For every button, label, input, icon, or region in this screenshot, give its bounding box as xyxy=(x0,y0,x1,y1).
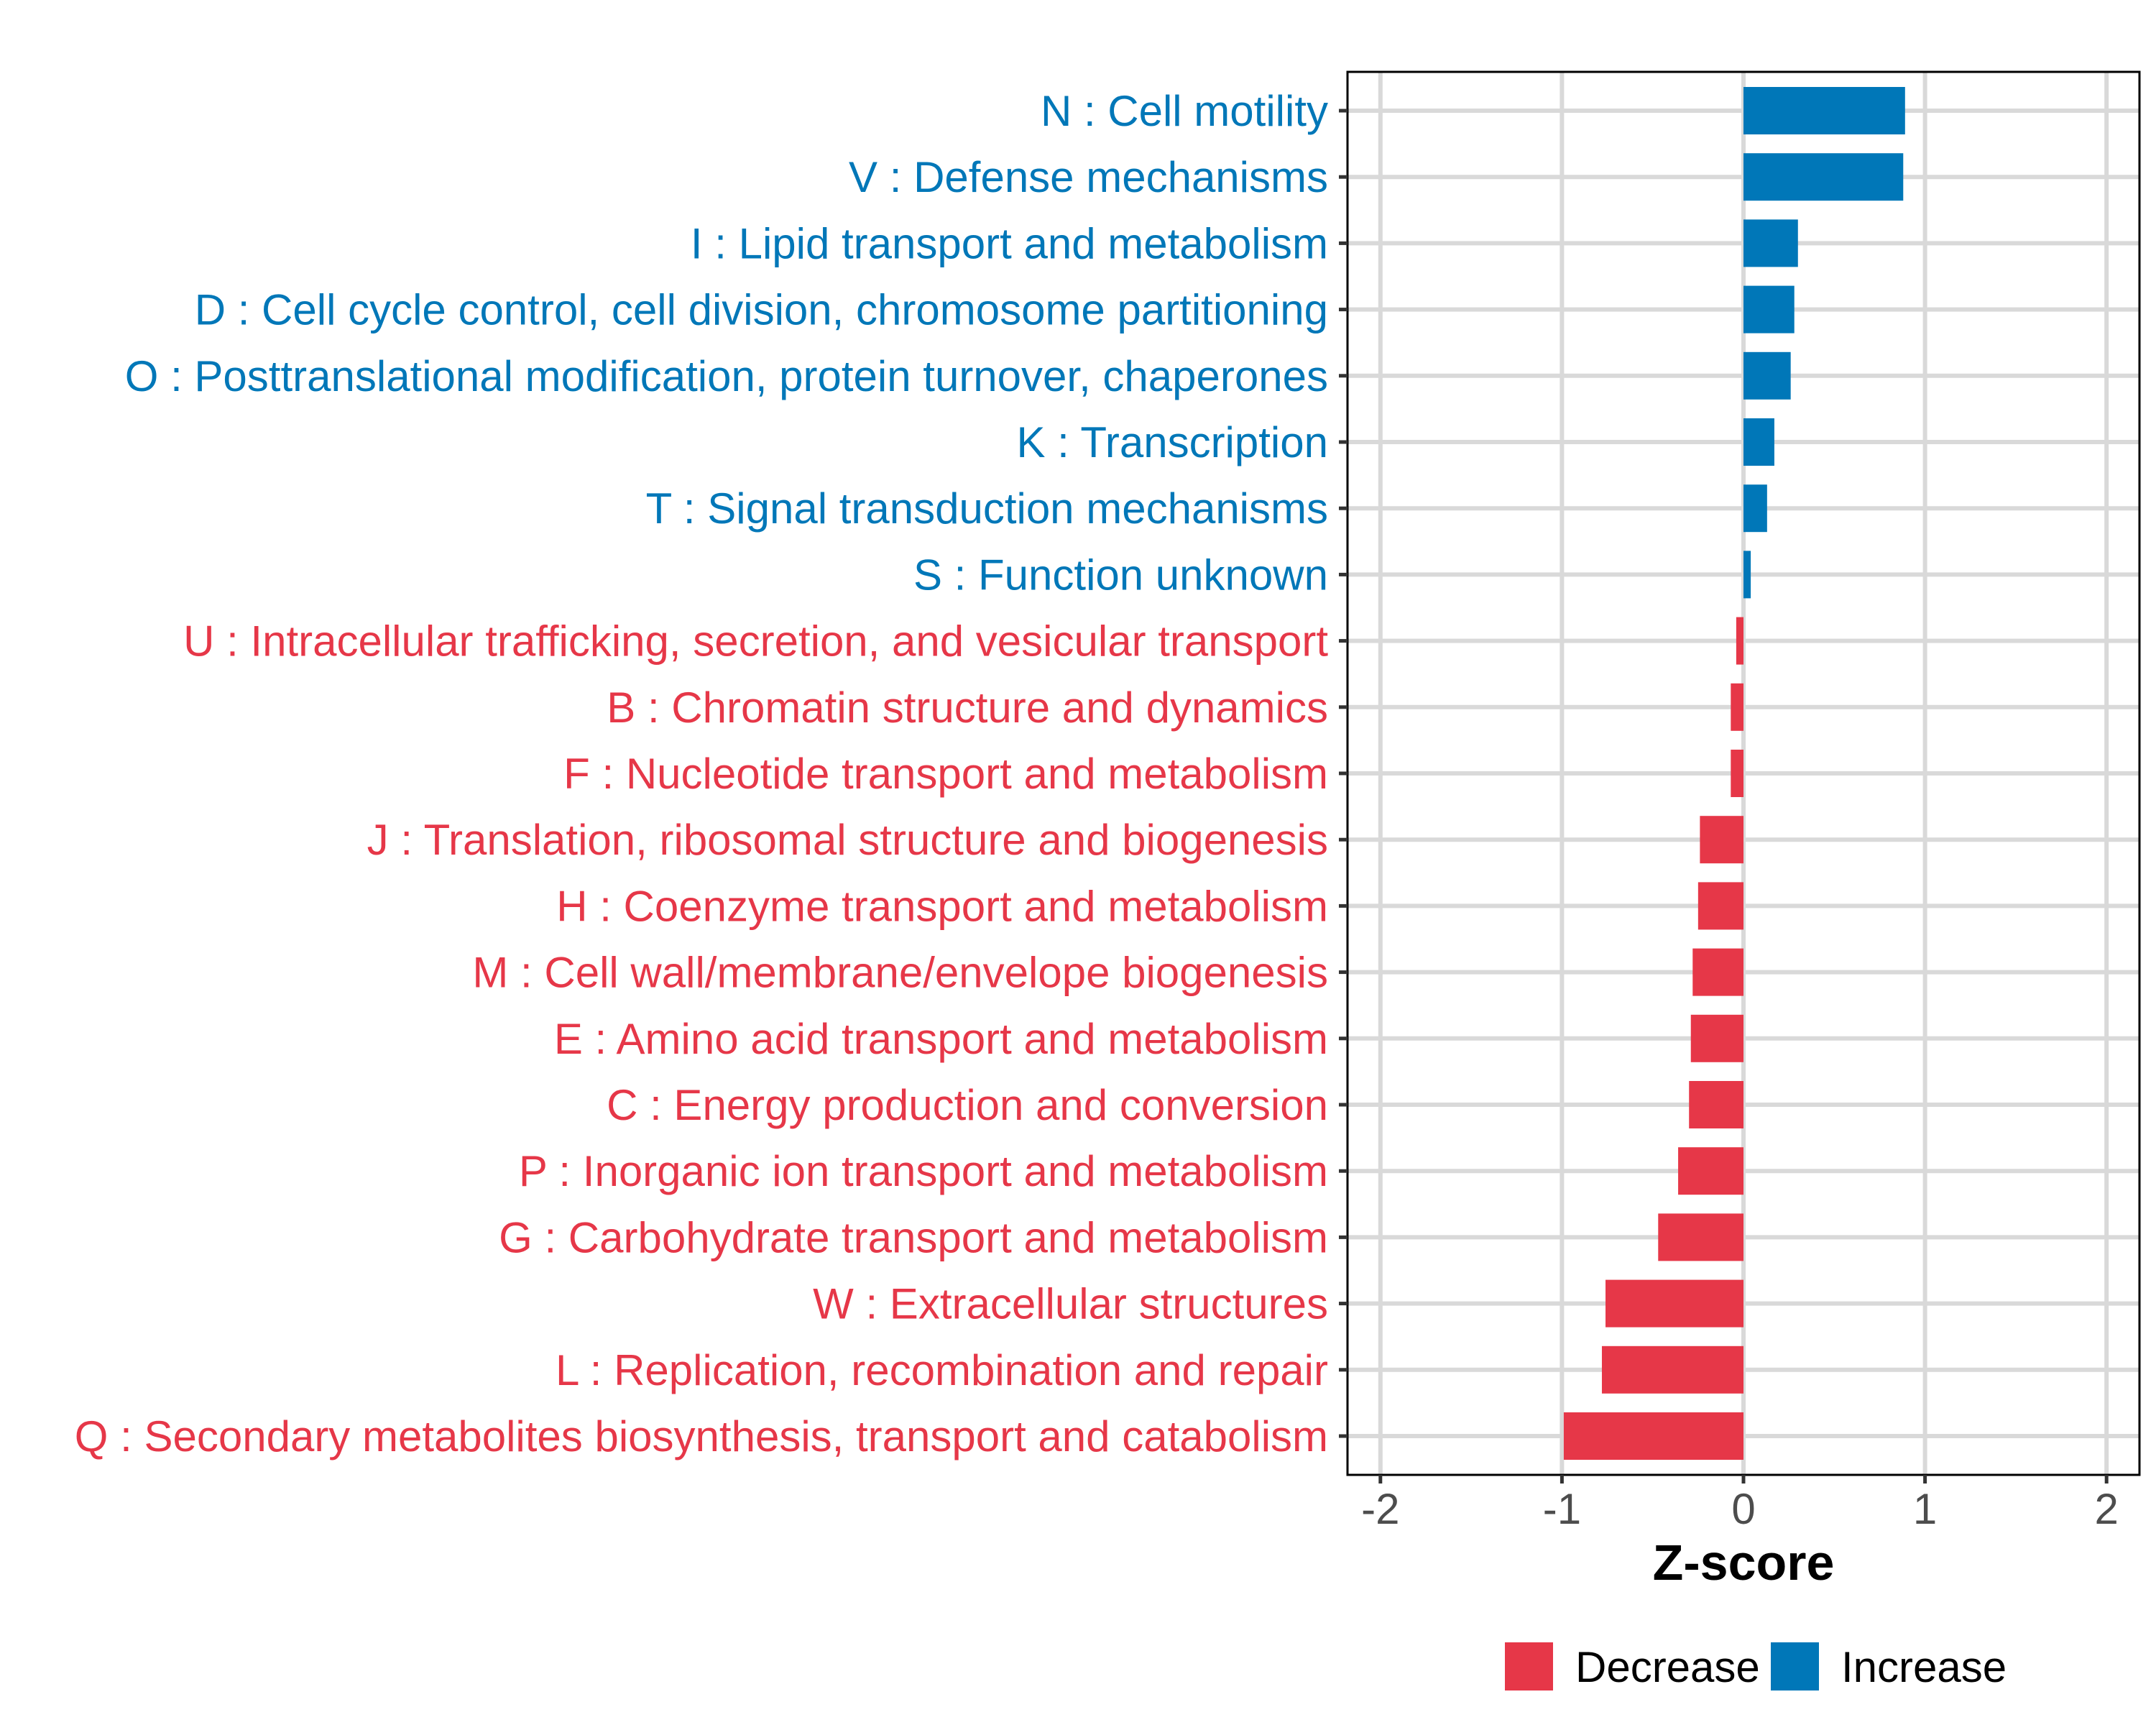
bar-b xyxy=(1731,683,1743,731)
x-tick-label: -1 xyxy=(1543,1485,1581,1533)
category-label: J : Translation, ribosomal structure and… xyxy=(367,816,1328,864)
bar-p xyxy=(1678,1147,1743,1195)
bars xyxy=(1563,87,1905,1460)
legend-swatch-increase xyxy=(1771,1642,1819,1690)
x-tick-label: -2 xyxy=(1361,1485,1399,1533)
bar-e xyxy=(1690,1014,1743,1062)
category-label: T : Signal transduction mechanisms xyxy=(646,484,1328,533)
y-axis: N : Cell motility V : Defense mechanisms I… xyxy=(75,87,1348,1460)
bar-u xyxy=(1736,617,1743,665)
bar-f xyxy=(1731,750,1743,797)
bar-n xyxy=(1743,87,1905,134)
category-label: P : Inorganic ion transport and metaboli… xyxy=(519,1147,1328,1195)
category-label: S : Function unknown xyxy=(913,551,1328,599)
category-label: M : Cell wall/membrane/envelope biogenes… xyxy=(472,949,1328,997)
category-label: F : Nucleotide transport and metabolism xyxy=(563,750,1328,798)
category-label: I : Lipid transport and metabolism xyxy=(691,219,1328,267)
x-tick-label: 1 xyxy=(1913,1485,1937,1533)
legend-label-decrease: Decrease xyxy=(1575,1643,1760,1691)
category-label: V : Defense mechanisms xyxy=(849,153,1328,201)
category-label: N : Cell motility xyxy=(1041,87,1328,135)
category-label: U : Intracellular trafficking, secretion… xyxy=(183,617,1328,666)
bar-q xyxy=(1563,1412,1743,1460)
x-tick-label: 2 xyxy=(2095,1485,2119,1533)
bar-s xyxy=(1743,551,1751,599)
bar-d xyxy=(1743,285,1795,334)
legend: Decrease Increase xyxy=(1505,1642,2007,1691)
x-axis-title: Z-score xyxy=(1653,1535,1835,1591)
legend-swatch-decrease xyxy=(1505,1642,1553,1690)
bar-h xyxy=(1697,882,1743,930)
bar-v xyxy=(1743,153,1904,201)
bar-t xyxy=(1743,484,1767,533)
bar-g xyxy=(1658,1213,1743,1261)
legend-label-increase: Increase xyxy=(1841,1643,2007,1691)
bar-o xyxy=(1743,351,1791,400)
bar-i xyxy=(1743,219,1798,267)
category-label: K : Transcription xyxy=(1016,418,1328,466)
category-label: H : Coenzyme transport and metabolism xyxy=(556,882,1328,930)
bar-l xyxy=(1601,1346,1743,1394)
bar-w xyxy=(1606,1279,1743,1328)
bar-k xyxy=(1743,418,1774,466)
category-label: B : Chromatin structure and dynamics xyxy=(607,684,1328,732)
x-axis: -2 -1 0 1 2 xyxy=(1361,1475,2119,1533)
category-label: G : Carbohydrate transport and metabolis… xyxy=(499,1213,1328,1261)
category-label: Q : Secondary metabolites biosynthesis, … xyxy=(75,1412,1328,1460)
bar-c xyxy=(1689,1081,1743,1128)
bar-j xyxy=(1700,816,1743,864)
category-label: C : Energy production and conversion xyxy=(607,1081,1328,1129)
category-label: L : Replication, recombination and repai… xyxy=(556,1346,1328,1394)
bar-m xyxy=(1692,948,1743,996)
category-label: O : Posttranslational modification, prot… xyxy=(125,352,1328,400)
category-label: W : Extracellular structures xyxy=(813,1280,1328,1328)
category-label: E : Amino acid transport and metabolism xyxy=(554,1015,1328,1063)
category-label: D : Cell cycle control, cell division, c… xyxy=(195,286,1328,334)
x-tick-label: 0 xyxy=(1731,1485,1755,1533)
